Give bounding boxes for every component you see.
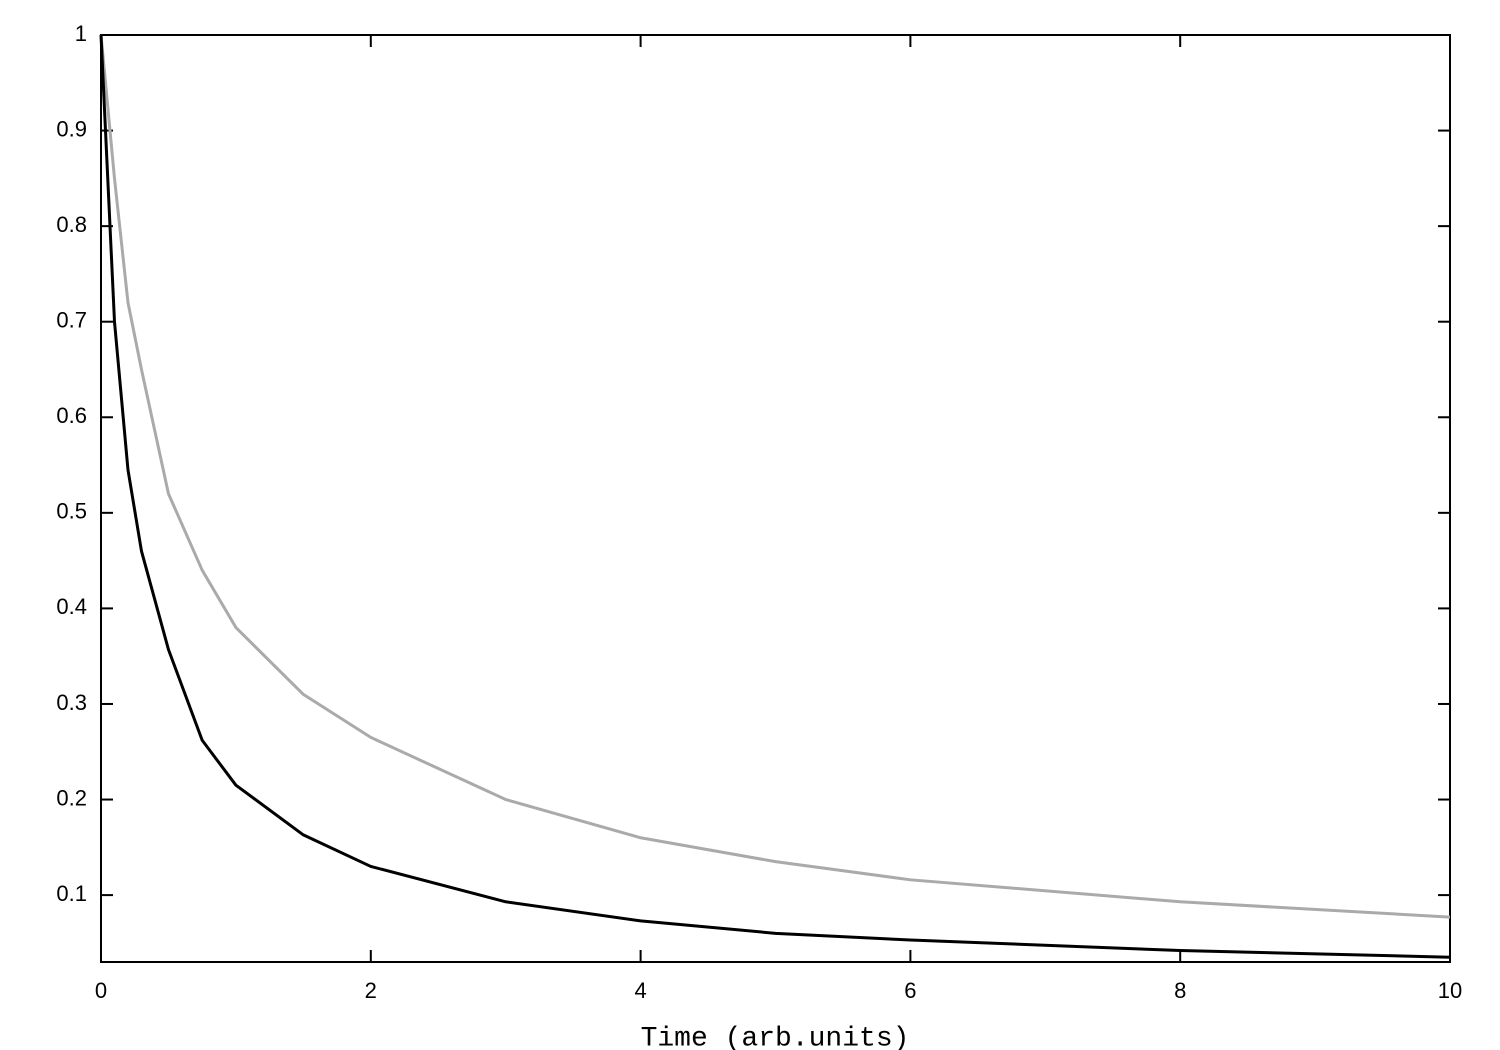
x-tick-label: 0 [95, 978, 107, 1003]
x-tick-label: 6 [904, 978, 916, 1003]
line-series [99, 34, 1451, 959]
y-tick-label: 0.2 [56, 785, 87, 810]
x-tick-label: 2 [365, 978, 377, 1003]
y-tick-label: 0.3 [56, 690, 87, 715]
y-tick-label: 0.5 [56, 499, 87, 524]
y-tick-label: 0.9 [56, 116, 87, 141]
x-tick-label: 10 [1438, 978, 1462, 1003]
line-series [99, 34, 1451, 919]
y-tick-label: 0.4 [56, 594, 87, 619]
y-tick-label: 0.7 [56, 308, 87, 333]
y-tick-label: 0.6 [56, 403, 87, 428]
y-tick-label: 0.8 [56, 212, 87, 237]
x-tick-label: 8 [1174, 978, 1186, 1003]
y-tick-label: 1 [75, 21, 87, 46]
x-axis-label: Time (arb.units) [641, 1023, 910, 1050]
x-tick-label: 4 [634, 978, 646, 1003]
y-tick-label: 0.1 [56, 881, 87, 906]
plot-frame [100, 34, 1451, 963]
